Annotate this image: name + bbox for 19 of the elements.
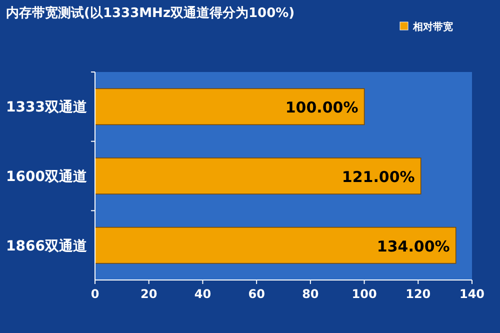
y-tick-label: 1866双通道 <box>6 237 88 254</box>
x-tick-label: 40 <box>194 287 212 301</box>
bar <box>94 158 422 194</box>
y-tick-label: 1600双通道 <box>6 168 88 185</box>
data-label: 134.00% <box>376 237 450 256</box>
data-label: 100.00% <box>285 98 358 117</box>
x-tick-label: 0 <box>90 287 100 301</box>
x-tick-label: 60 <box>248 287 265 301</box>
bar <box>94 226 456 264</box>
x-tick-label: 100 <box>352 287 377 301</box>
legend-label: 相对带宽 <box>412 21 453 33</box>
y-tick-label: 1333双通道 <box>6 98 88 116</box>
data-label: 121.00% <box>342 168 415 186</box>
x-tick-label: 80 <box>302 287 319 301</box>
x-tick-label: 140 <box>459 287 485 301</box>
bar <box>94 88 365 126</box>
x-tick-label: 120 <box>406 287 431 301</box>
x-tick-label: 20 <box>140 287 158 301</box>
chart-title: 内存带宽测试(以1333MHz双通道得分为100%) <box>6 5 295 21</box>
